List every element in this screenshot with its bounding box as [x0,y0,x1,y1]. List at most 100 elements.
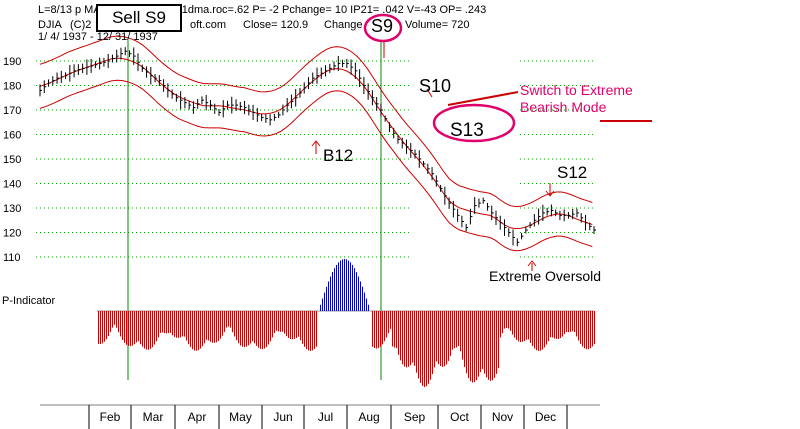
p-indicator-bar [376,311,377,349]
p-indicator-bar [126,311,127,345]
sell-s9-box: Sell S9 [96,4,182,32]
p-indicator-bar [170,311,171,333]
p-indicator-bar [238,311,239,344]
p-indicator-bar [536,311,537,351]
p-indicator-bar [184,311,185,337]
p-indicator-bar [436,311,437,362]
p-indicator-bar [372,311,373,347]
p-indicator-bar [180,311,181,338]
p-indicator-bar [558,311,559,339]
p-indicator-bar [592,311,593,347]
p-indicator-bar [112,311,113,328]
oversold-arrow [527,260,537,271]
p-indicator-bar [296,311,297,338]
p-indicator-bar [582,311,583,347]
p-indicator-bar [532,311,533,347]
p-indicator-bar [278,311,279,332]
p-indicator-bar [476,311,477,381]
p-indicator-bar [310,311,311,351]
p-indicator-bar [260,311,261,349]
x-tick-label-feb: Feb [100,410,121,424]
p-indicator-bar [388,311,389,334]
p-indicator-bar [352,264,353,311]
p-indicator-bar [470,311,471,382]
p-indicator-bar [104,311,105,342]
p-indicator-bar [98,311,99,344]
p-indicator-bar [366,298,367,311]
p-indicator-bar [576,311,577,337]
p-indicator-bar [438,311,439,365]
p-indicator-bar [338,262,339,311]
p-indicator-bar [588,311,589,350]
p-indicator-bar [154,311,155,345]
p-indicator-bar [574,311,575,333]
price-bars [39,47,596,247]
p-indicator-bar [468,311,469,379]
p-indicator-bar [508,311,509,329]
p-indicator-bar [142,311,143,347]
p-indicator-bar [594,311,595,345]
p-indicator-bar [586,311,587,350]
y-tick-label: 140 [3,179,21,191]
p-indicator-bar [458,311,459,347]
p-indicator-bar [562,311,563,337]
p-indicator-bar [188,311,189,345]
p-indicator-bar [232,311,233,333]
header-date-range: 1/ 4/ 1937 - 12/ 31/ 1937 [38,31,158,43]
p-indicator-bar [216,311,217,343]
p-indicator-bar [538,311,539,351]
p-indicator-bar [304,311,305,347]
p-indicator-bar [454,311,455,349]
p-indicator-bar [220,311,221,339]
switch-arrow [447,91,519,106]
y-tick-label: 190 [3,56,21,68]
upper-band [39,35,593,208]
p-indicator-bar [286,311,287,337]
p-indicator-bar [446,311,447,365]
p-indicator-bar [346,259,347,311]
p-indicator-bar [324,292,325,311]
p-indicator-bar [534,311,535,349]
p-indicator-bar [568,311,569,333]
p-indicator-bar [418,311,419,379]
p-indicator-bar [322,298,323,311]
p-indicator-bar [118,311,119,333]
p-indicator-bar [354,268,355,311]
x-tick-label-dec: Dec [535,410,556,424]
p-indicator-bar [150,311,151,349]
p-indicator-bar [254,311,255,344]
p-indicator-bar [422,311,423,386]
p-indicator-bar [524,311,525,341]
p-indicator-bar [270,311,271,342]
p-indicator-bar [442,311,443,367]
annotation-switch-extreme: Switch to Extreme [520,82,633,98]
p-indicator-bar [284,311,285,334]
p-indicator-bar [312,311,313,351]
p-indicator-bar [472,311,473,383]
x-tick-label-oct: Oct [450,410,469,424]
p-indicator-bar [202,311,203,347]
p-indicator-bar [148,311,149,350]
p-indicator-bar [320,304,321,311]
p-indicator-bar [166,311,167,334]
p-indicator-bar [168,311,169,334]
p-indicator-bar [404,311,405,367]
x-tick-label-mar: Mar [143,410,164,424]
p-indicator-bar [450,311,451,356]
p-indicator-bar [138,311,139,342]
p-indicator-bar [250,311,251,344]
p-indicator-bar [110,311,111,333]
p-indicator-bar [560,311,561,339]
x-tick-label-apr: Apr [188,410,207,424]
p-indicator-bar [196,311,197,351]
p-indicator-bar [546,311,547,345]
p-indicator-bar [494,311,495,378]
p-indicator-bar [424,311,425,387]
p-indicator-bar [306,311,307,350]
p-indicator-bar [116,311,117,328]
p-indicator-bar [122,311,123,340]
p-indicator-bar [228,311,229,327]
p-indicator-bar [402,311,403,365]
p-indicator-bar [108,311,109,336]
